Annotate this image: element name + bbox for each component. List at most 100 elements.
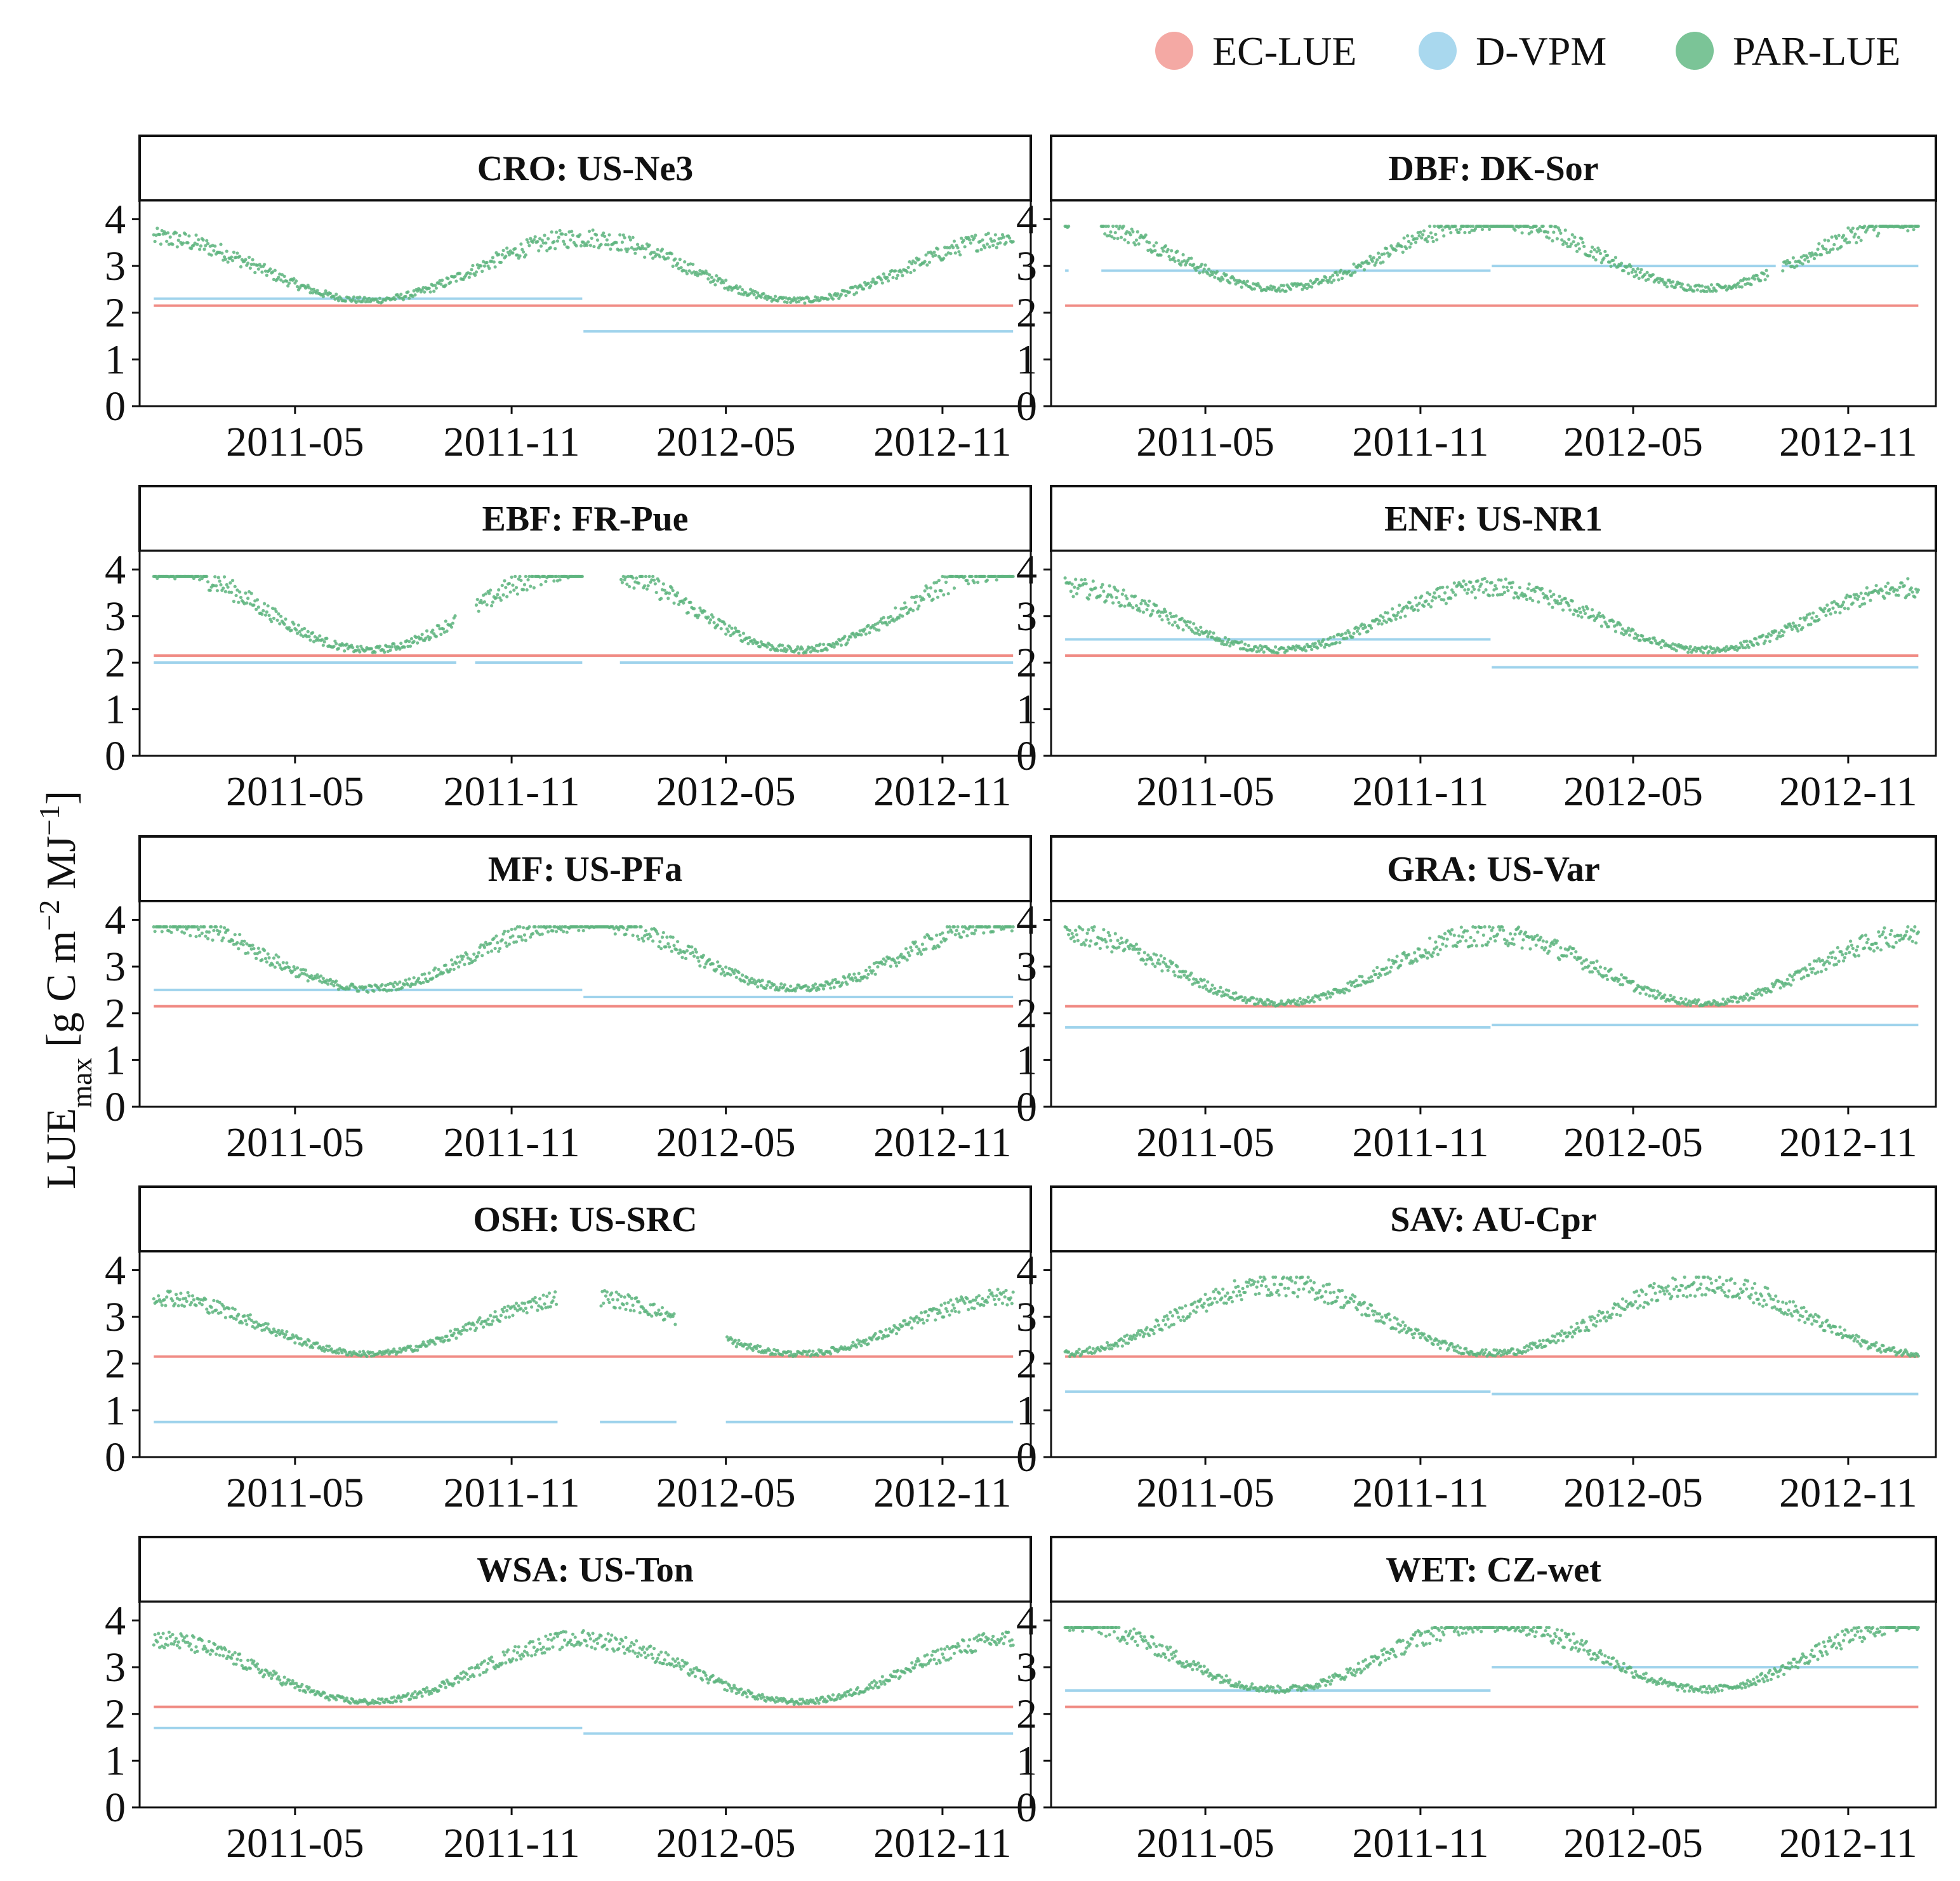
par-lue-point	[637, 937, 640, 941]
par-lue-point	[1594, 258, 1598, 261]
par-lue-point	[875, 280, 878, 285]
par-lue-point	[1527, 232, 1531, 235]
par-lue-point	[1480, 227, 1485, 232]
par-lue-point	[1910, 224, 1914, 228]
par-lue-point	[428, 636, 432, 640]
par-lue-point	[1094, 586, 1097, 590]
par-lue-point	[1334, 641, 1338, 645]
par-lue-point	[347, 987, 351, 991]
par-lue-point	[554, 574, 559, 578]
par-lue-point	[501, 593, 505, 597]
par-lue-point	[1825, 603, 1829, 607]
par-lue-point	[958, 253, 962, 257]
par-lue-point	[865, 976, 869, 980]
par-lue-point	[1377, 251, 1381, 255]
par-lue-point	[670, 949, 673, 953]
par-lue-point	[234, 255, 238, 259]
par-lue-point	[1372, 256, 1375, 260]
panel-strip-2	[138, 485, 1032, 552]
par-lue-point	[1552, 230, 1556, 234]
par-lue-point	[321, 644, 325, 647]
par-lue-point	[1480, 582, 1483, 586]
par-lue-point	[1890, 928, 1893, 933]
par-lue-point	[1672, 995, 1676, 1000]
par-lue-point	[883, 962, 887, 966]
par-lue-point	[894, 606, 897, 610]
par-lue-point	[538, 237, 542, 241]
par-lue-point	[586, 240, 590, 244]
y-tick-label: 0	[105, 383, 126, 430]
par-lue-point	[1521, 938, 1525, 942]
par-lue-point	[1142, 951, 1146, 954]
par-lue-point	[723, 622, 727, 626]
par-lue-point	[1134, 942, 1139, 946]
par-lue-point	[197, 927, 201, 932]
par-lue-point	[1598, 251, 1603, 255]
par-lue-point	[285, 961, 289, 965]
par-lue-point	[1650, 641, 1654, 645]
par-lue-point	[253, 270, 257, 275]
par-lue-point	[468, 272, 472, 275]
par-lue-point	[1765, 268, 1768, 272]
par-lue-point	[185, 1299, 189, 1304]
par-lue-point	[606, 243, 610, 247]
par-lue-point	[1166, 968, 1170, 972]
par-lue-point	[306, 630, 310, 633]
par-lue-point	[551, 929, 555, 933]
par-lue-point	[1370, 260, 1375, 263]
y-tick-label: 4	[105, 1247, 126, 1293]
par-lue-point	[684, 269, 688, 273]
par-lue-point	[1069, 590, 1073, 593]
par-lue-point	[1853, 954, 1857, 958]
par-lue-point	[932, 250, 936, 254]
par-lue-point	[621, 926, 625, 930]
par-lue-point	[904, 947, 908, 951]
par-lue-point	[1752, 644, 1756, 647]
x-tick-label: 2012-05	[656, 419, 796, 465]
par-lue-point	[1182, 973, 1186, 977]
par-lue-point	[285, 1330, 289, 1334]
par-lue-point	[546, 237, 550, 241]
par-lue-point	[957, 250, 961, 254]
par-lue-point	[1857, 954, 1861, 958]
par-lue-point	[1602, 256, 1606, 260]
par-lue-point	[255, 956, 258, 960]
par-lue-point	[807, 1349, 811, 1353]
par-lue-point	[522, 933, 527, 937]
par-lue-point	[1243, 996, 1247, 1000]
par-lue-point	[1481, 590, 1485, 594]
par-lue-point	[1837, 234, 1841, 237]
par-lue-point	[187, 1294, 191, 1298]
par-lue-point	[474, 1326, 479, 1330]
par-lue-point	[1325, 996, 1329, 1000]
par-lue-point	[390, 988, 394, 992]
par-lue-point	[1470, 590, 1474, 594]
legend-key-2	[1676, 32, 1714, 70]
par-lue-point	[1428, 936, 1432, 940]
par-lue-point	[748, 1342, 753, 1346]
par-lue-point	[1859, 591, 1863, 595]
par-lue-point	[657, 579, 661, 583]
par-lue-point	[1591, 608, 1594, 612]
par-lue-point	[631, 934, 635, 937]
par-lue-point	[650, 1314, 654, 1318]
par-lue-point	[783, 983, 786, 987]
par-lue-point	[1433, 591, 1436, 595]
par-lue-point	[1531, 598, 1535, 603]
par-lue-point	[1381, 616, 1385, 619]
par-lue-point	[482, 600, 487, 604]
par-lue-point	[1572, 612, 1575, 616]
panel-plot-area-6	[138, 1250, 1032, 1458]
par-lue-point	[1906, 577, 1910, 581]
par-lue-point	[1723, 284, 1728, 288]
par-lue-point	[663, 588, 666, 592]
par-lue-point	[1573, 235, 1577, 239]
par-lue-point	[1430, 954, 1434, 958]
par-lue-point	[1339, 268, 1343, 272]
par-lue-point	[1192, 262, 1196, 267]
par-lue-point	[1170, 623, 1175, 627]
par-lue-point	[670, 586, 673, 590]
par-lue-point	[1796, 629, 1800, 633]
par-lue-point	[1883, 596, 1886, 600]
par-lue-point	[237, 1312, 241, 1316]
